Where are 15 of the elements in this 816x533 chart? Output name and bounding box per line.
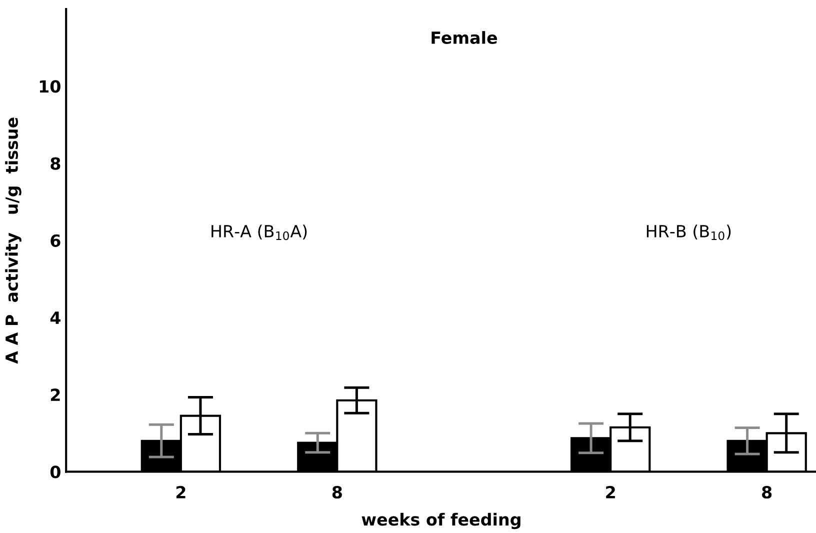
y-tick-label: 8 (50, 157, 60, 170)
x-tick-label: 8 (332, 486, 342, 498)
y-tick-label: 2 (50, 388, 60, 401)
x-tick-label: 2 (606, 486, 615, 498)
annotation: HR-B (B$_{10}$) (646, 224, 731, 240)
x-tick-label: 2 (176, 486, 186, 498)
x-axis-title: weeks of feeding (362, 512, 520, 530)
x-tick-label: 8 (762, 486, 772, 498)
y-tick-label: 6 (50, 234, 60, 247)
y-tick-label: 0 (50, 466, 60, 478)
y-axis-title: A A P activity u/g tissue (5, 118, 22, 364)
y-tick-label: 4 (50, 312, 60, 324)
y-tick-label: 10 (40, 80, 60, 93)
annotation: HR-A (B$_{10}$A) (212, 224, 307, 240)
text: Female (432, 31, 497, 44)
